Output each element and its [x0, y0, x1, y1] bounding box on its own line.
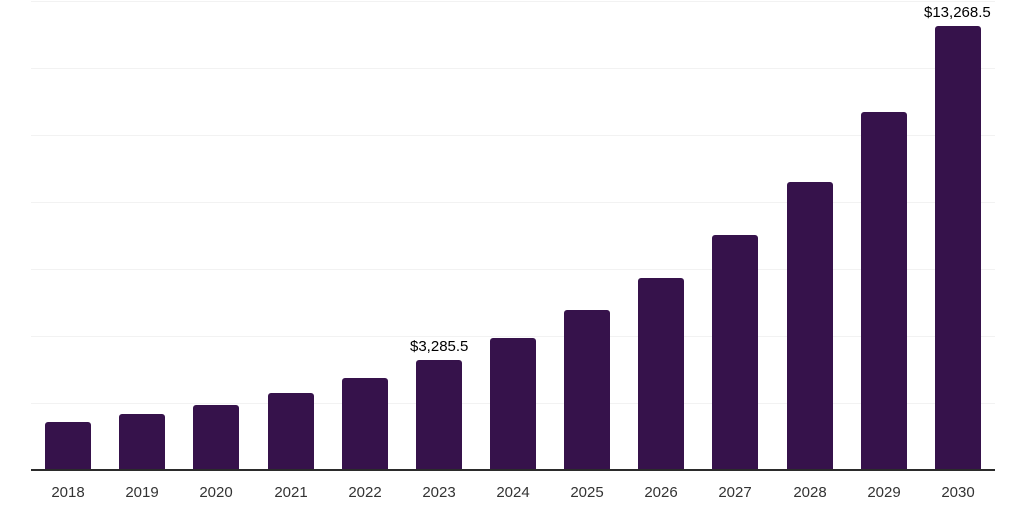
x-tick-label-2021: 2021 — [274, 484, 308, 501]
bar-2021 — [268, 393, 314, 470]
gridline — [31, 202, 995, 203]
x-axis-line — [31, 469, 995, 471]
bar-2026 — [638, 278, 684, 470]
bar-2028 — [787, 182, 833, 470]
x-tick-label-2027: 2027 — [718, 484, 752, 501]
bar-2020 — [193, 405, 239, 470]
value-label-2030: $13,268.5 — [924, 4, 991, 21]
x-tick-label-2025: 2025 — [570, 484, 604, 501]
gridline — [31, 135, 995, 136]
bar-2029 — [861, 112, 907, 470]
bar-2027 — [712, 235, 758, 470]
x-tick-label-2020: 2020 — [199, 484, 233, 501]
x-tick-label-2018: 2018 — [51, 484, 85, 501]
x-tick-label-2029: 2029 — [867, 484, 901, 501]
gridline — [31, 68, 995, 69]
bar-2023 — [416, 360, 462, 470]
value-label-2023: $3,285.5 — [410, 338, 469, 355]
gridline — [31, 1, 995, 2]
bar-2018 — [45, 422, 91, 470]
x-tick-label-2022: 2022 — [348, 484, 382, 501]
bar-2025 — [564, 310, 610, 470]
gridline — [31, 269, 995, 270]
bar-2024 — [490, 338, 536, 470]
bar-2030 — [935, 26, 981, 470]
bar-2022 — [342, 378, 388, 470]
x-tick-label-2030: 2030 — [941, 484, 975, 501]
bar-2019 — [119, 414, 165, 470]
x-tick-label-2019: 2019 — [125, 484, 159, 501]
x-tick-label-2023: 2023 — [422, 484, 456, 501]
x-tick-label-2026: 2026 — [644, 484, 678, 501]
x-tick-label-2028: 2028 — [793, 484, 827, 501]
gridline — [31, 336, 995, 337]
x-tick-label-2024: 2024 — [496, 484, 530, 501]
